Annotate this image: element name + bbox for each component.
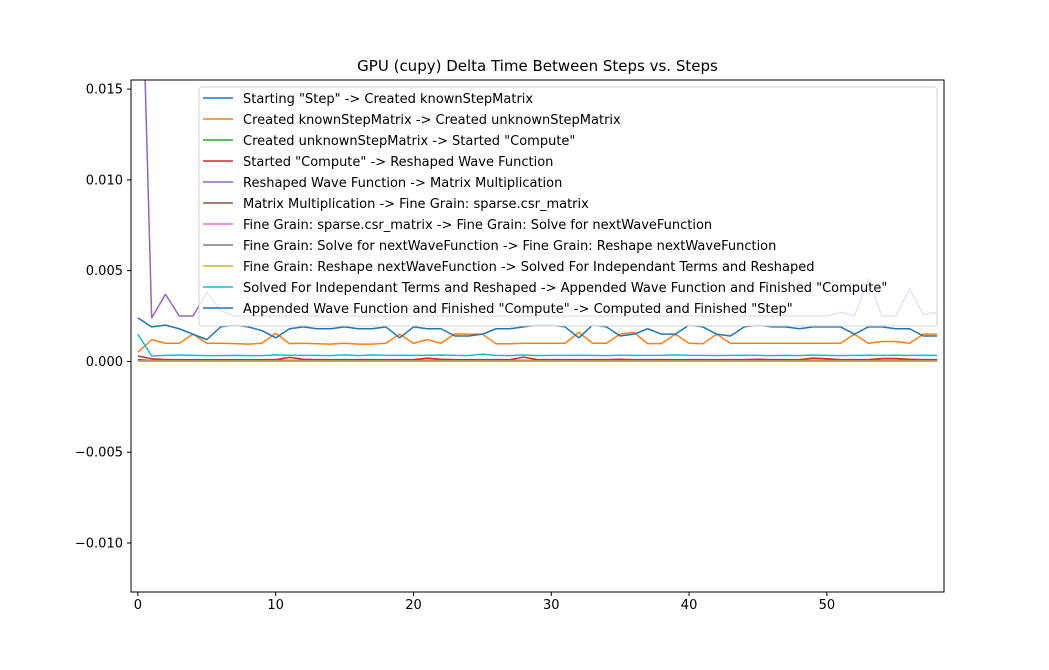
legend-label-10: Appended Wave Function and Finished "Com…: [243, 302, 793, 317]
plot-border: [130, 79, 945, 593]
legend-label-8: Fine Grain: Reshape nextWaveFunction -> …: [243, 260, 814, 275]
legend-box: [198, 86, 938, 327]
y-tick-label: −0.010: [75, 536, 123, 551]
x-tick-label: 10: [267, 598, 284, 613]
legend-label-4: Reshaped Wave Function -> Matrix Multipl…: [243, 176, 562, 191]
legend-label-5: Matrix Multiplication -> Fine Grain: spa…: [243, 197, 589, 212]
y-tick-label: 0.005: [86, 264, 123, 279]
y-tick-label: 0.010: [86, 173, 123, 188]
x-tick-label: 20: [405, 598, 422, 613]
legend-label-6: Fine Grain: sparse.csr_matrix -> Fine Gr…: [243, 218, 712, 233]
x-tick-label: 30: [543, 598, 560, 613]
legend-label-9: Solved For Independant Terms and Reshape…: [243, 281, 887, 296]
axes: 0 10 20 30 40 50 −0.010 −0.005 0.000 0.005 0.010 0.…: [75, 83, 835, 613]
legend: Starting "Step" -> Created knownStepMatr…: [198, 86, 938, 327]
legend-label-2: Created unknownStepMatrix -> Started "Co…: [243, 134, 575, 149]
y-tick-label: −0.005: [75, 446, 123, 461]
series-line-3: [137, 355, 938, 361]
legend-label-0: Starting "Step" -> Created knownStepMatr…: [243, 92, 533, 107]
chart-title: GPU (cupy) Delta Time Between Steps vs. …: [357, 57, 718, 75]
y-tick-label: 0.000: [86, 355, 123, 370]
x-tick-label: 40: [681, 598, 698, 613]
legend-label-3: Started "Compute" -> Reshaped Wave Funct…: [243, 155, 553, 170]
series-line-1: [137, 331, 938, 353]
series-line-9: [137, 333, 938, 357]
x-tick-label: 50: [819, 598, 836, 613]
y-tick-label: 0.015: [86, 83, 123, 98]
x-tick-label: 0: [134, 598, 142, 613]
legend-label-1: Created knownStepMatrix -> Created unkno…: [243, 113, 621, 128]
legend-label-7: Fine Grain: Solve for nextWaveFunction -…: [243, 239, 776, 254]
plot-frame: [130, 79, 945, 593]
